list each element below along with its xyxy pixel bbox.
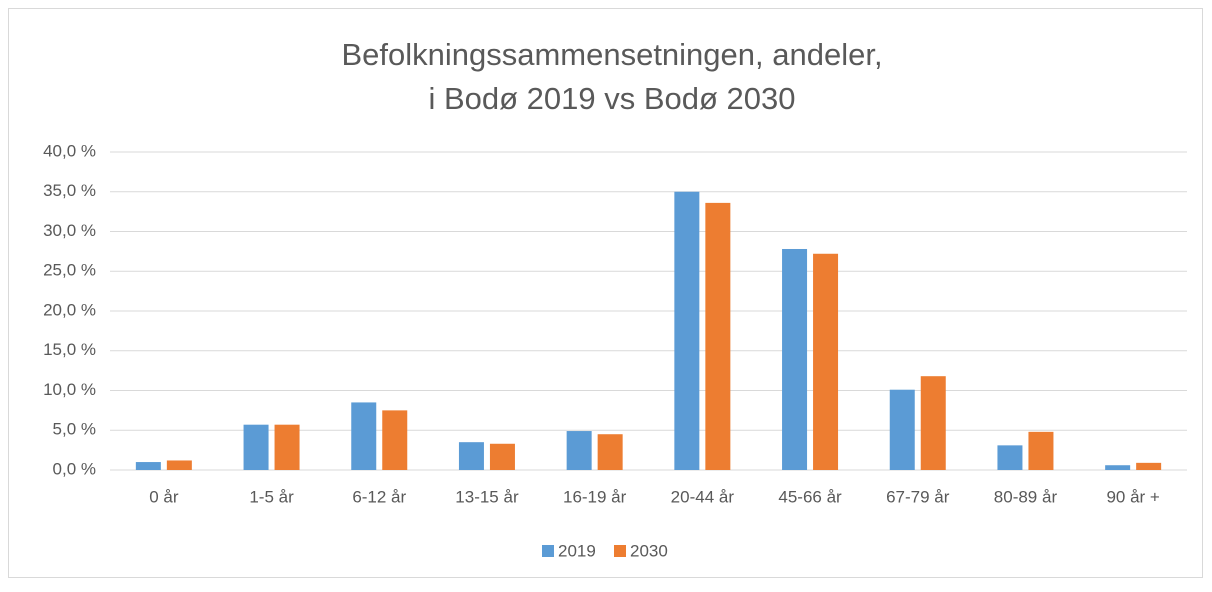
chart-title: Befolkningssammensetningen, andeler, xyxy=(341,37,882,72)
bar xyxy=(458,442,484,470)
bar xyxy=(243,424,269,470)
y-tick-label: 20,0 % xyxy=(43,300,96,319)
y-tick-label: 15,0 % xyxy=(43,340,96,359)
x-tick-label: 6-12 år xyxy=(352,487,406,506)
y-tick-label: 35,0 % xyxy=(43,181,96,200)
bar xyxy=(1136,462,1162,470)
chart-frame xyxy=(8,8,1203,578)
y-tick-label: 40,0 % xyxy=(43,141,96,160)
x-tick-label: 16-19 år xyxy=(563,487,627,506)
bar xyxy=(782,248,808,470)
x-tick-label: 1-5 år xyxy=(249,487,294,506)
bar xyxy=(135,462,161,470)
legend-swatch xyxy=(542,545,554,557)
bar xyxy=(351,402,377,470)
bar xyxy=(1105,465,1131,470)
legend-label: 2019 xyxy=(558,541,596,560)
x-tick-label: 13-15 år xyxy=(455,487,519,506)
legend-swatch xyxy=(614,545,626,557)
y-tick-label: 25,0 % xyxy=(43,261,96,280)
x-tick-label: 0 år xyxy=(149,487,179,506)
x-tick-label: 90 år + xyxy=(1106,487,1159,506)
y-tick-label: 5,0 % xyxy=(53,420,96,439)
legend-label: 2030 xyxy=(630,541,668,560)
bar xyxy=(705,202,731,470)
bar xyxy=(920,376,946,470)
y-tick-label: 10,0 % xyxy=(43,380,96,399)
bar xyxy=(597,434,623,470)
x-tick-label: 45-66 år xyxy=(778,487,842,506)
bar xyxy=(566,431,592,470)
x-tick-label: 67-79 år xyxy=(886,487,950,506)
chart-title: i Bodø 2019 vs Bodø 2030 xyxy=(428,81,795,116)
bar xyxy=(382,410,408,470)
bar xyxy=(489,443,515,470)
bar xyxy=(274,424,300,470)
y-tick-label: 30,0 % xyxy=(43,221,96,240)
bar xyxy=(674,191,700,470)
bar xyxy=(813,253,839,470)
x-tick-label: 20-44 år xyxy=(671,487,735,506)
y-tick-label: 0,0 % xyxy=(53,459,96,478)
bar xyxy=(889,389,915,470)
bar xyxy=(166,460,192,470)
bar xyxy=(1028,431,1054,470)
bar xyxy=(997,445,1023,470)
x-tick-label: 80-89 år xyxy=(994,487,1058,506)
